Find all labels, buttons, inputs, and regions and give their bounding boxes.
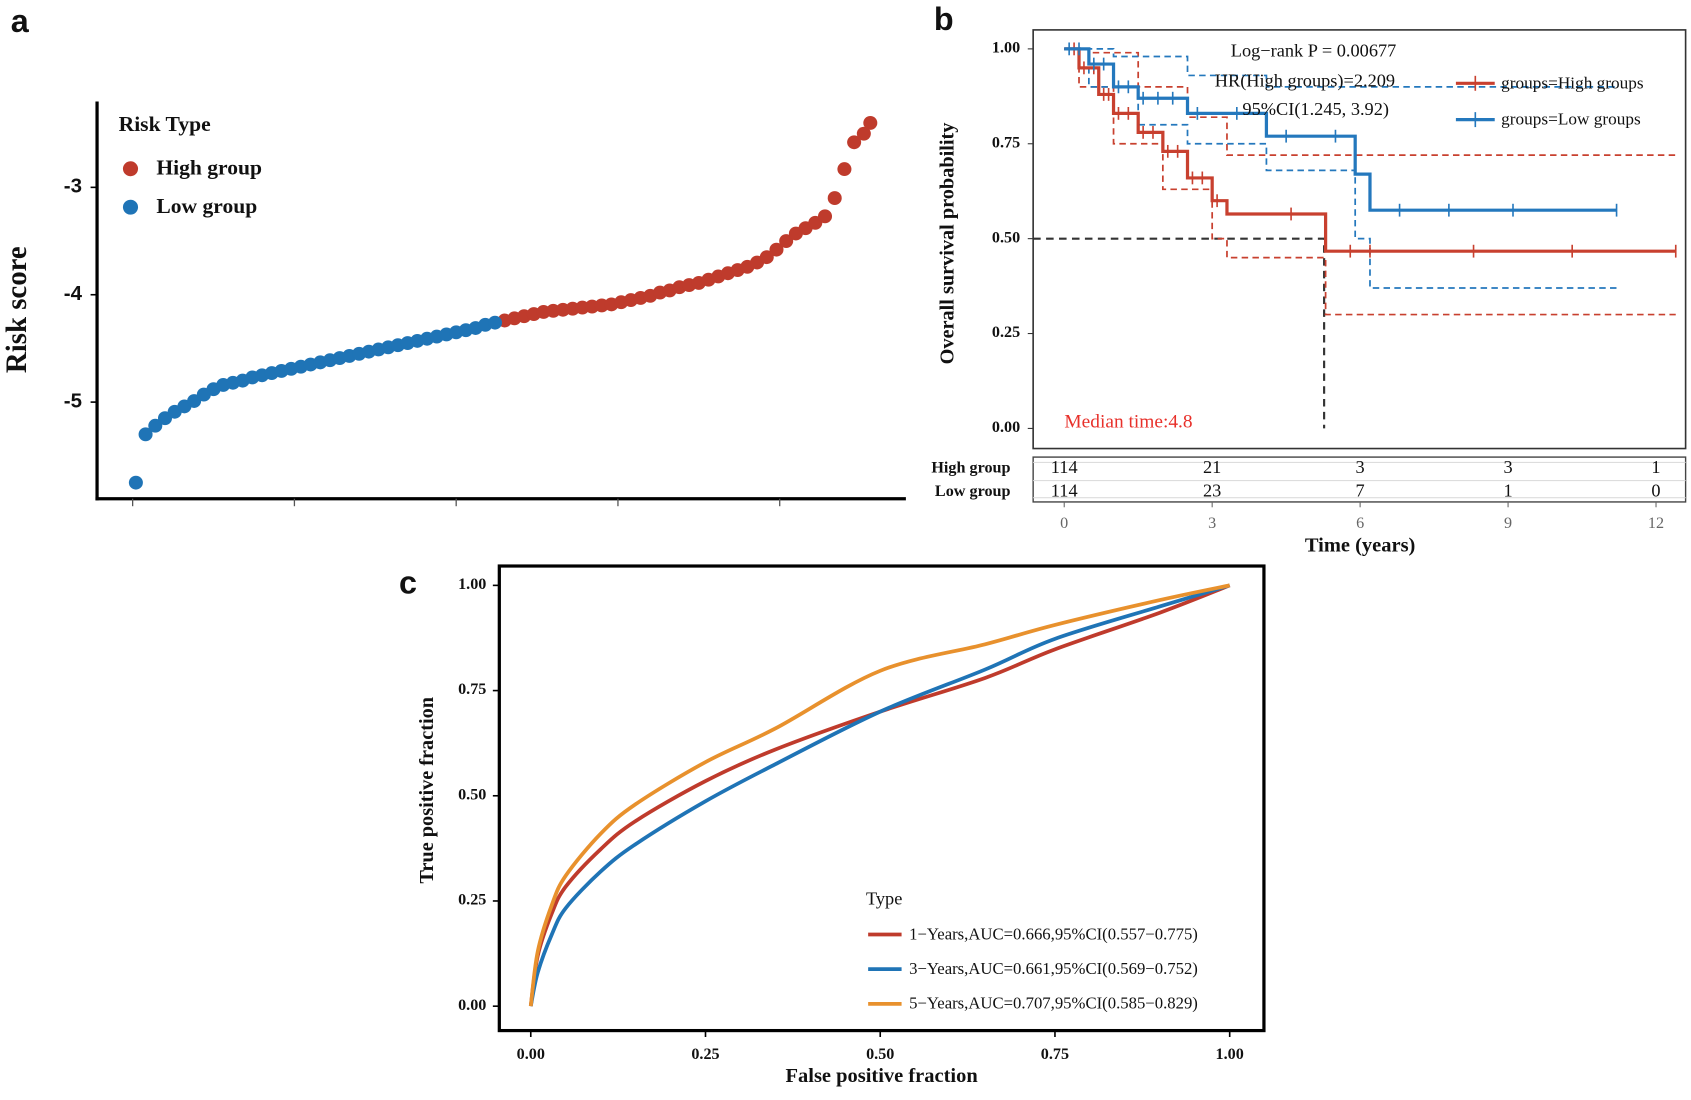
score-point [847,135,862,150]
annotation: Log−rank P = 0.00677 [1231,41,1397,61]
x-axis-title: Time (years) [1305,535,1415,557]
survival-curve [1064,47,1676,253]
risk-count: 3 [1356,457,1365,477]
y-tick-label: 1.00 [992,40,1020,57]
risk-count: 23 [1203,481,1221,501]
legend-label: 1−Years,AUC=0.666,95%CI(0.557−0.775) [909,924,1198,943]
x-tick-label: 0.00 [517,1046,545,1063]
score-point [148,418,163,433]
score-point [487,315,503,330]
score-point [827,191,842,206]
risk-count: 114 [1051,457,1078,477]
risk-count: 7 [1356,481,1365,501]
x-tick-label: 0 [1060,515,1068,532]
legend-label: groups=High groups [1501,73,1644,92]
annotation: 95%CI(1.245, 3.92) [1242,99,1389,120]
panel-label: b [934,1,954,37]
y-tick-label: 1.00 [458,576,486,593]
score-point [863,115,878,130]
median-label: Median time:4.8 [1064,411,1192,432]
risk-count: 114 [1051,481,1078,501]
panel-label: a [11,3,30,39]
score-point [769,242,784,257]
risk-count: 0 [1651,481,1660,501]
risk-count: 21 [1203,457,1221,477]
risk-table-frame [1032,456,1687,503]
score-point [779,234,794,248]
x-tick-label: 1.00 [1216,1046,1244,1063]
score-point [128,475,143,490]
legend-swatch [122,199,139,215]
survival-curve [1064,47,1617,212]
y-tick-label: -3 [64,176,82,198]
ci-line [1064,48,1617,88]
median-line [1033,237,1326,429]
y-axis-title: Overall survival probability [937,123,959,365]
ci-line [1064,48,1676,316]
y-tick-label: 0.75 [992,135,1020,152]
y-axis-title: True positive fraction [416,696,438,883]
x-tick-label: 9 [1504,515,1512,532]
risk-count: 1 [1503,481,1512,501]
y-tick-label: 0.25 [992,324,1020,341]
x-axis-title: False positive fraction [786,1065,979,1087]
legend-label: Low group [156,194,257,218]
legend-label: 3−Years,AUC=0.661,95%CI(0.569−0.752) [909,959,1198,978]
y-tick-label: -4 [64,283,83,305]
y-tick-label: 0.50 [458,787,486,804]
x-tick-label: 12 [1648,515,1664,532]
plot-frame [497,564,1266,1033]
score-point [138,427,153,442]
y-tick-label: 0.75 [458,681,486,698]
roc-curve [528,583,1231,1007]
x-tick-label: 0.25 [691,1046,719,1063]
legend-label: 5−Years,AUC=0.707,95%CI(0.585−0.829) [909,994,1198,1013]
score-point [759,250,774,265]
score-point [817,209,833,224]
roc-curve [528,583,1231,1007]
panel-label: c [399,565,417,601]
legend-title: Type [866,889,902,909]
y-tick-label: 0.00 [992,419,1020,436]
x-tick-label: 0.75 [1041,1046,1069,1063]
legend-swatch [122,161,139,177]
y-tick-label: 0.00 [458,997,486,1014]
x-tick-label: 0.50 [866,1046,894,1063]
x-tick-label: 6 [1356,515,1364,532]
x-tick-label: 3 [1208,515,1216,532]
y-tick-label: 0.25 [458,892,486,909]
y-tick-label: 0.50 [992,229,1020,246]
risk-row-label: High group [931,460,1010,477]
risk-count: 3 [1503,457,1512,477]
annotation: HR(High groups)=2.209 [1215,70,1395,91]
y-tick-label: -5 [64,391,82,413]
legend-title: Risk Type [119,112,211,136]
score-point [856,126,871,141]
risk-count: 1 [1651,457,1660,477]
roc-curve [528,583,1231,1007]
risk-row-label: Low group [935,483,1011,500]
legend-label: High group [156,156,262,180]
score-point [837,162,852,177]
legend-label: groups=Low groups [1501,110,1641,129]
y-axis-title: Risk score [1,246,33,373]
